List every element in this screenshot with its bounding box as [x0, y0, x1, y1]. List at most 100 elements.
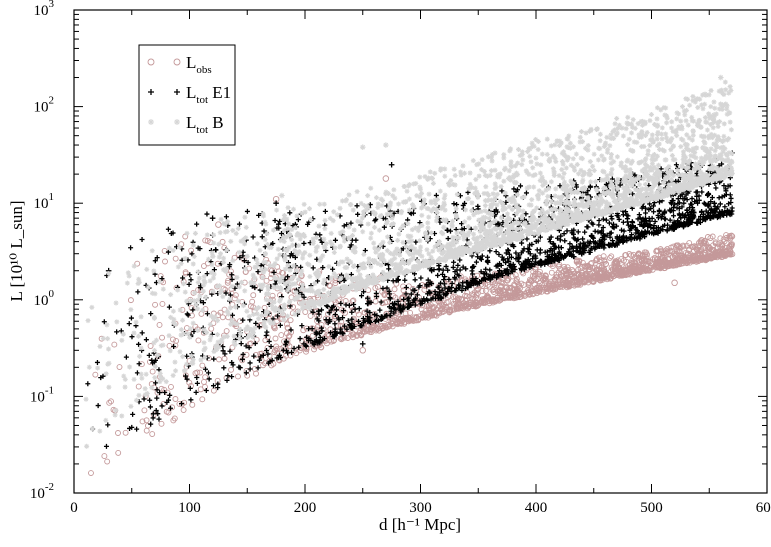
data-point	[639, 159, 645, 165]
data-point	[441, 277, 447, 283]
data-point	[218, 216, 224, 222]
data-point	[626, 199, 632, 205]
data-point	[537, 286, 544, 293]
data-point	[446, 276, 452, 282]
data-point	[623, 258, 630, 265]
data-point	[481, 168, 487, 174]
data-point	[568, 282, 575, 289]
data-point	[432, 197, 438, 203]
data-point	[211, 383, 217, 389]
data-point	[157, 370, 163, 376]
data-point	[315, 340, 321, 346]
data-point	[188, 397, 194, 403]
data-point	[529, 272, 536, 279]
data-point	[656, 199, 662, 205]
data-point	[583, 145, 589, 151]
data-point	[475, 192, 481, 198]
data-point	[204, 271, 210, 277]
data-point	[269, 292, 276, 299]
data-point	[297, 336, 303, 342]
data-point	[648, 205, 654, 211]
data-point	[728, 232, 735, 239]
data-point	[478, 269, 484, 275]
data-point	[169, 336, 176, 343]
data-point	[88, 470, 94, 476]
data-point	[133, 397, 139, 403]
data-point	[401, 270, 407, 276]
data-point	[273, 343, 280, 350]
data-point	[716, 106, 722, 112]
data-point	[489, 151, 495, 157]
data-point	[288, 327, 294, 333]
data-point	[323, 340, 330, 347]
data-point	[609, 166, 615, 172]
data-point	[714, 206, 720, 212]
data-point	[611, 159, 617, 165]
data-point	[122, 384, 128, 390]
data-point	[211, 240, 217, 246]
data-point	[455, 262, 461, 268]
data-point	[529, 197, 535, 203]
data-point	[301, 201, 307, 207]
data-point	[441, 306, 448, 313]
data-point	[287, 303, 293, 309]
data-point	[639, 134, 645, 140]
data-point	[295, 276, 301, 282]
data-point	[461, 230, 467, 236]
data-point	[260, 211, 266, 217]
data-point	[412, 287, 418, 293]
data-point	[224, 333, 230, 339]
data-point	[433, 192, 439, 198]
data-point	[485, 154, 491, 160]
data-point	[538, 272, 545, 279]
data-point	[242, 214, 248, 220]
data-point	[309, 326, 315, 332]
data-point	[471, 212, 477, 218]
data-point	[561, 255, 567, 261]
data-point	[367, 280, 373, 286]
data-point	[485, 259, 491, 265]
data-point	[172, 255, 179, 262]
data-point	[443, 263, 449, 269]
data-point	[397, 252, 403, 258]
data-point	[159, 334, 165, 341]
data-point	[387, 211, 393, 217]
data-point	[95, 403, 101, 409]
data-point	[607, 254, 613, 261]
data-point	[220, 348, 226, 354]
data-point	[333, 307, 339, 313]
data-point	[336, 315, 342, 321]
data-point	[558, 207, 564, 213]
data-point	[334, 330, 340, 336]
data-point	[557, 183, 563, 189]
data-point	[240, 303, 246, 309]
data-point	[504, 222, 510, 228]
data-point	[622, 252, 629, 259]
data-point	[694, 246, 701, 253]
data-point	[625, 268, 632, 275]
data-point	[684, 207, 690, 213]
data-point	[342, 323, 348, 329]
data-point	[278, 238, 284, 244]
data-point	[162, 258, 168, 265]
data-point	[252, 285, 258, 291]
data-point	[577, 241, 583, 247]
data-point	[676, 261, 683, 268]
data-point	[143, 427, 150, 434]
data-point	[378, 314, 384, 320]
data-point	[645, 171, 651, 177]
data-point	[544, 288, 551, 295]
data-point	[706, 92, 712, 98]
data-point	[574, 162, 580, 168]
data-point	[548, 269, 555, 276]
data-point	[338, 326, 344, 332]
data-point	[280, 311, 286, 317]
data-point	[149, 431, 156, 437]
data-point	[426, 251, 432, 257]
data-point	[609, 216, 615, 222]
data-point	[625, 121, 631, 127]
data-point	[628, 201, 634, 207]
data-point	[492, 167, 498, 173]
data-point	[395, 266, 401, 272]
data-point	[417, 251, 423, 257]
